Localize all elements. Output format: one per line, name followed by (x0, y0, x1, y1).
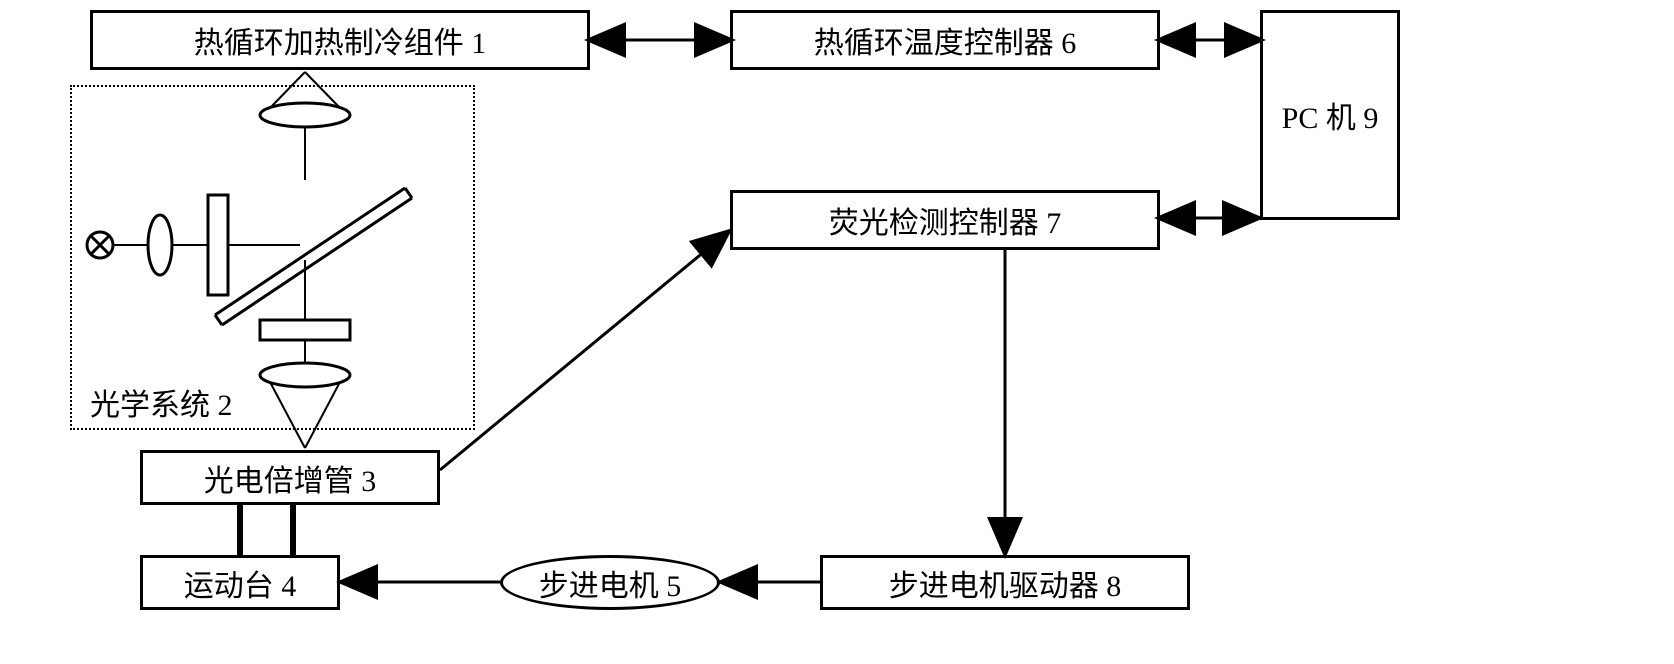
node-label: 热循环温度控制器 6 (814, 18, 1077, 62)
node-label: 步进电机 5 (539, 561, 682, 605)
node-label: 热循环加热制冷组件 1 (194, 18, 487, 62)
node-stepper-motor: 步进电机 5 (500, 555, 720, 610)
node-label: 步进电机驱动器 8 (889, 561, 1122, 605)
node-label: 运动台 4 (184, 561, 297, 605)
connector-pmt-stage-r (290, 505, 296, 555)
arrow-n3-n7 (440, 232, 728, 470)
node-fluorescence-controller: 荧光检测控制器 7 (730, 190, 1160, 250)
node-stage: 运动台 4 (140, 555, 340, 610)
node-label: 光电倍增管 3 (204, 456, 377, 500)
node-pmt: 光电倍增管 3 (140, 450, 440, 505)
node-label: 荧光检测控制器 7 (829, 198, 1062, 242)
node-temp-controller: 热循环温度控制器 6 (730, 10, 1160, 70)
node-heating-cooling: 热循环加热制冷组件 1 (90, 10, 590, 70)
node-label: PC 机 9 (1282, 93, 1379, 137)
node-pc: PC 机 9 (1260, 10, 1400, 220)
node-stepper-driver: 步进电机驱动器 8 (820, 555, 1190, 610)
optical-system-label: 光学系统 2 (90, 380, 233, 424)
connector-pmt-stage (237, 505, 243, 555)
optical-system-box (70, 85, 475, 430)
